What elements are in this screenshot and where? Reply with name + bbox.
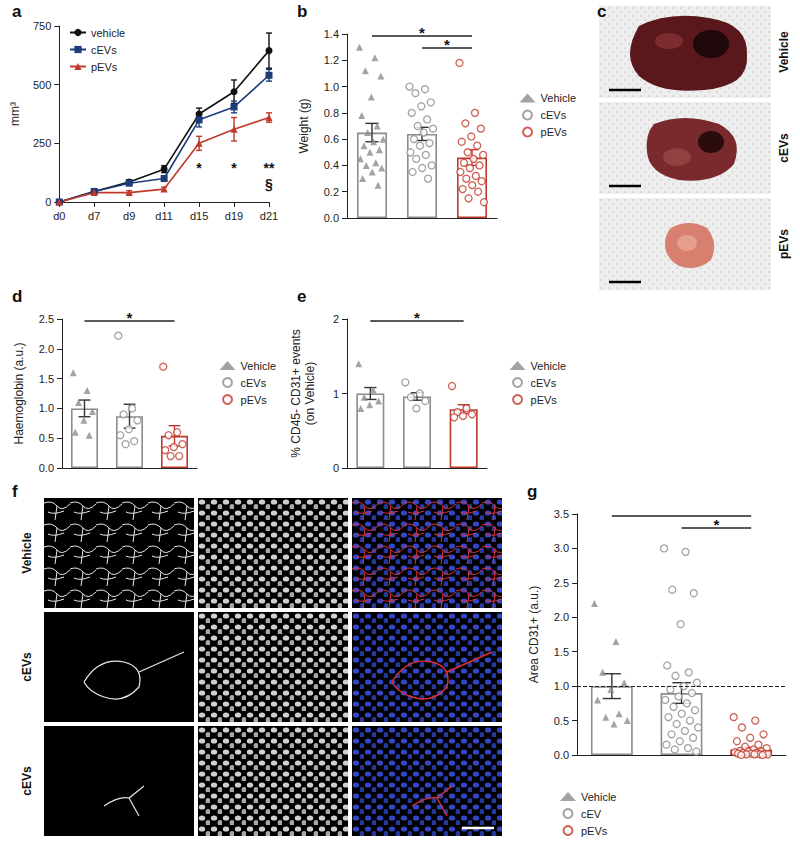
html-text:c: c [597, 2, 607, 21]
svg-text:d19: d19 [225, 210, 243, 222]
svg-text:(on Vehicle): (on Vehicle) [303, 362, 317, 425]
svg-text:2.0: 2.0 [554, 611, 569, 623]
svg-text:1.0: 1.0 [554, 680, 569, 692]
svg-text:cEVs: cEVs [91, 44, 117, 56]
svg-text:*: * [414, 309, 420, 326]
svg-text:1.4: 1.4 [324, 28, 339, 40]
svg-text:d11: d11 [155, 210, 173, 222]
svg-text:0.5: 0.5 [554, 715, 569, 727]
svg-text:*: * [231, 160, 237, 176]
svg-text:cEVs: cEVs [777, 133, 791, 163]
svg-text:0: 0 [333, 462, 339, 474]
svg-text:750: 750 [33, 20, 51, 32]
svg-text:Vehicle: Vehicle [241, 360, 276, 372]
svg-text:% CD45- CD31+ events: % CD45- CD31+ events [289, 329, 303, 457]
svg-text:*: * [444, 36, 450, 53]
svg-text:3.0: 3.0 [554, 542, 569, 554]
html-text:a: a [12, 2, 22, 21]
svg-text:cEVs: cEVs [20, 652, 34, 682]
svg-text:Weight (g): Weight (g) [297, 98, 311, 153]
svg-text:0.0: 0.0 [324, 212, 339, 224]
svg-text:d7: d7 [88, 210, 100, 222]
svg-text:*: * [196, 160, 202, 176]
svg-text:0.4: 0.4 [324, 159, 339, 171]
html-text:e: e [297, 287, 307, 306]
svg-text:0.5: 0.5 [39, 432, 54, 444]
svg-text:pEVs: pEVs [777, 229, 791, 259]
svg-text:2.0: 2.0 [39, 343, 54, 355]
svg-text:cEVs: cEVs [20, 766, 34, 796]
svg-text:Vehicle: Vehicle [531, 360, 566, 372]
svg-text:cEVs: cEVs [241, 377, 267, 389]
svg-text:1: 1 [333, 388, 339, 400]
svg-text:Vehicle: Vehicle [20, 532, 34, 574]
svg-text:2.5: 2.5 [39, 313, 54, 325]
svg-text:pEVs: pEVs [241, 394, 268, 406]
svg-text:Vehicle: Vehicle [581, 791, 616, 803]
svg-text:2: 2 [333, 313, 339, 325]
svg-text:d0: d0 [53, 210, 65, 222]
svg-text:1.0: 1.0 [39, 402, 54, 414]
svg-text:cEVs: cEVs [541, 109, 567, 121]
svg-text:d15: d15 [190, 210, 208, 222]
html-text:b: b [297, 2, 308, 21]
svg-text:Haemoglobin (a.u.): Haemoglobin (a.u.) [12, 342, 26, 444]
svg-text:250: 250 [33, 137, 51, 149]
svg-text:mm³: mm³ [8, 102, 22, 126]
svg-text:1.0: 1.0 [324, 81, 339, 93]
svg-text:Vehicle: Vehicle [541, 92, 576, 104]
svg-text:0.8: 0.8 [324, 107, 339, 119]
html-text:g: g [527, 482, 538, 501]
svg-text:vehicle: vehicle [91, 27, 125, 39]
svg-text:pEVs: pEVs [581, 825, 608, 837]
html-text:f: f [12, 482, 18, 501]
svg-text:cEV: cEV [581, 808, 602, 820]
svg-text:3.5: 3.5 [554, 508, 569, 520]
svg-text:**: ** [264, 160, 275, 176]
svg-text:*: * [127, 309, 133, 326]
svg-text:1.2: 1.2 [324, 54, 339, 66]
svg-text:Area CD31+ (a.u.): Area CD31+ (a.u.) [527, 586, 541, 684]
svg-text:0.0: 0.0 [554, 749, 569, 761]
svg-text:0.2: 0.2 [324, 186, 339, 198]
svg-text:0.0: 0.0 [39, 462, 54, 474]
svg-text:0: 0 [45, 196, 51, 208]
svg-text:d21: d21 [260, 210, 278, 222]
svg-text:1.5: 1.5 [554, 646, 569, 658]
svg-text:Vehicle: Vehicle [777, 31, 791, 73]
svg-text:pEVs: pEVs [541, 126, 568, 138]
svg-text:500: 500 [33, 79, 51, 91]
html-text:d: d [12, 287, 23, 306]
svg-text:d9: d9 [123, 210, 135, 222]
svg-text:*: * [713, 516, 719, 533]
svg-text:2.5: 2.5 [554, 577, 569, 589]
svg-text:1.5: 1.5 [39, 373, 54, 385]
svg-text:pEVs: pEVs [91, 61, 118, 73]
svg-text:cEVs: cEVs [531, 377, 557, 389]
svg-text:pEVs: pEVs [531, 394, 558, 406]
svg-text:§: § [265, 176, 273, 192]
svg-text:*: * [419, 24, 425, 41]
svg-text:0.6: 0.6 [324, 133, 339, 145]
